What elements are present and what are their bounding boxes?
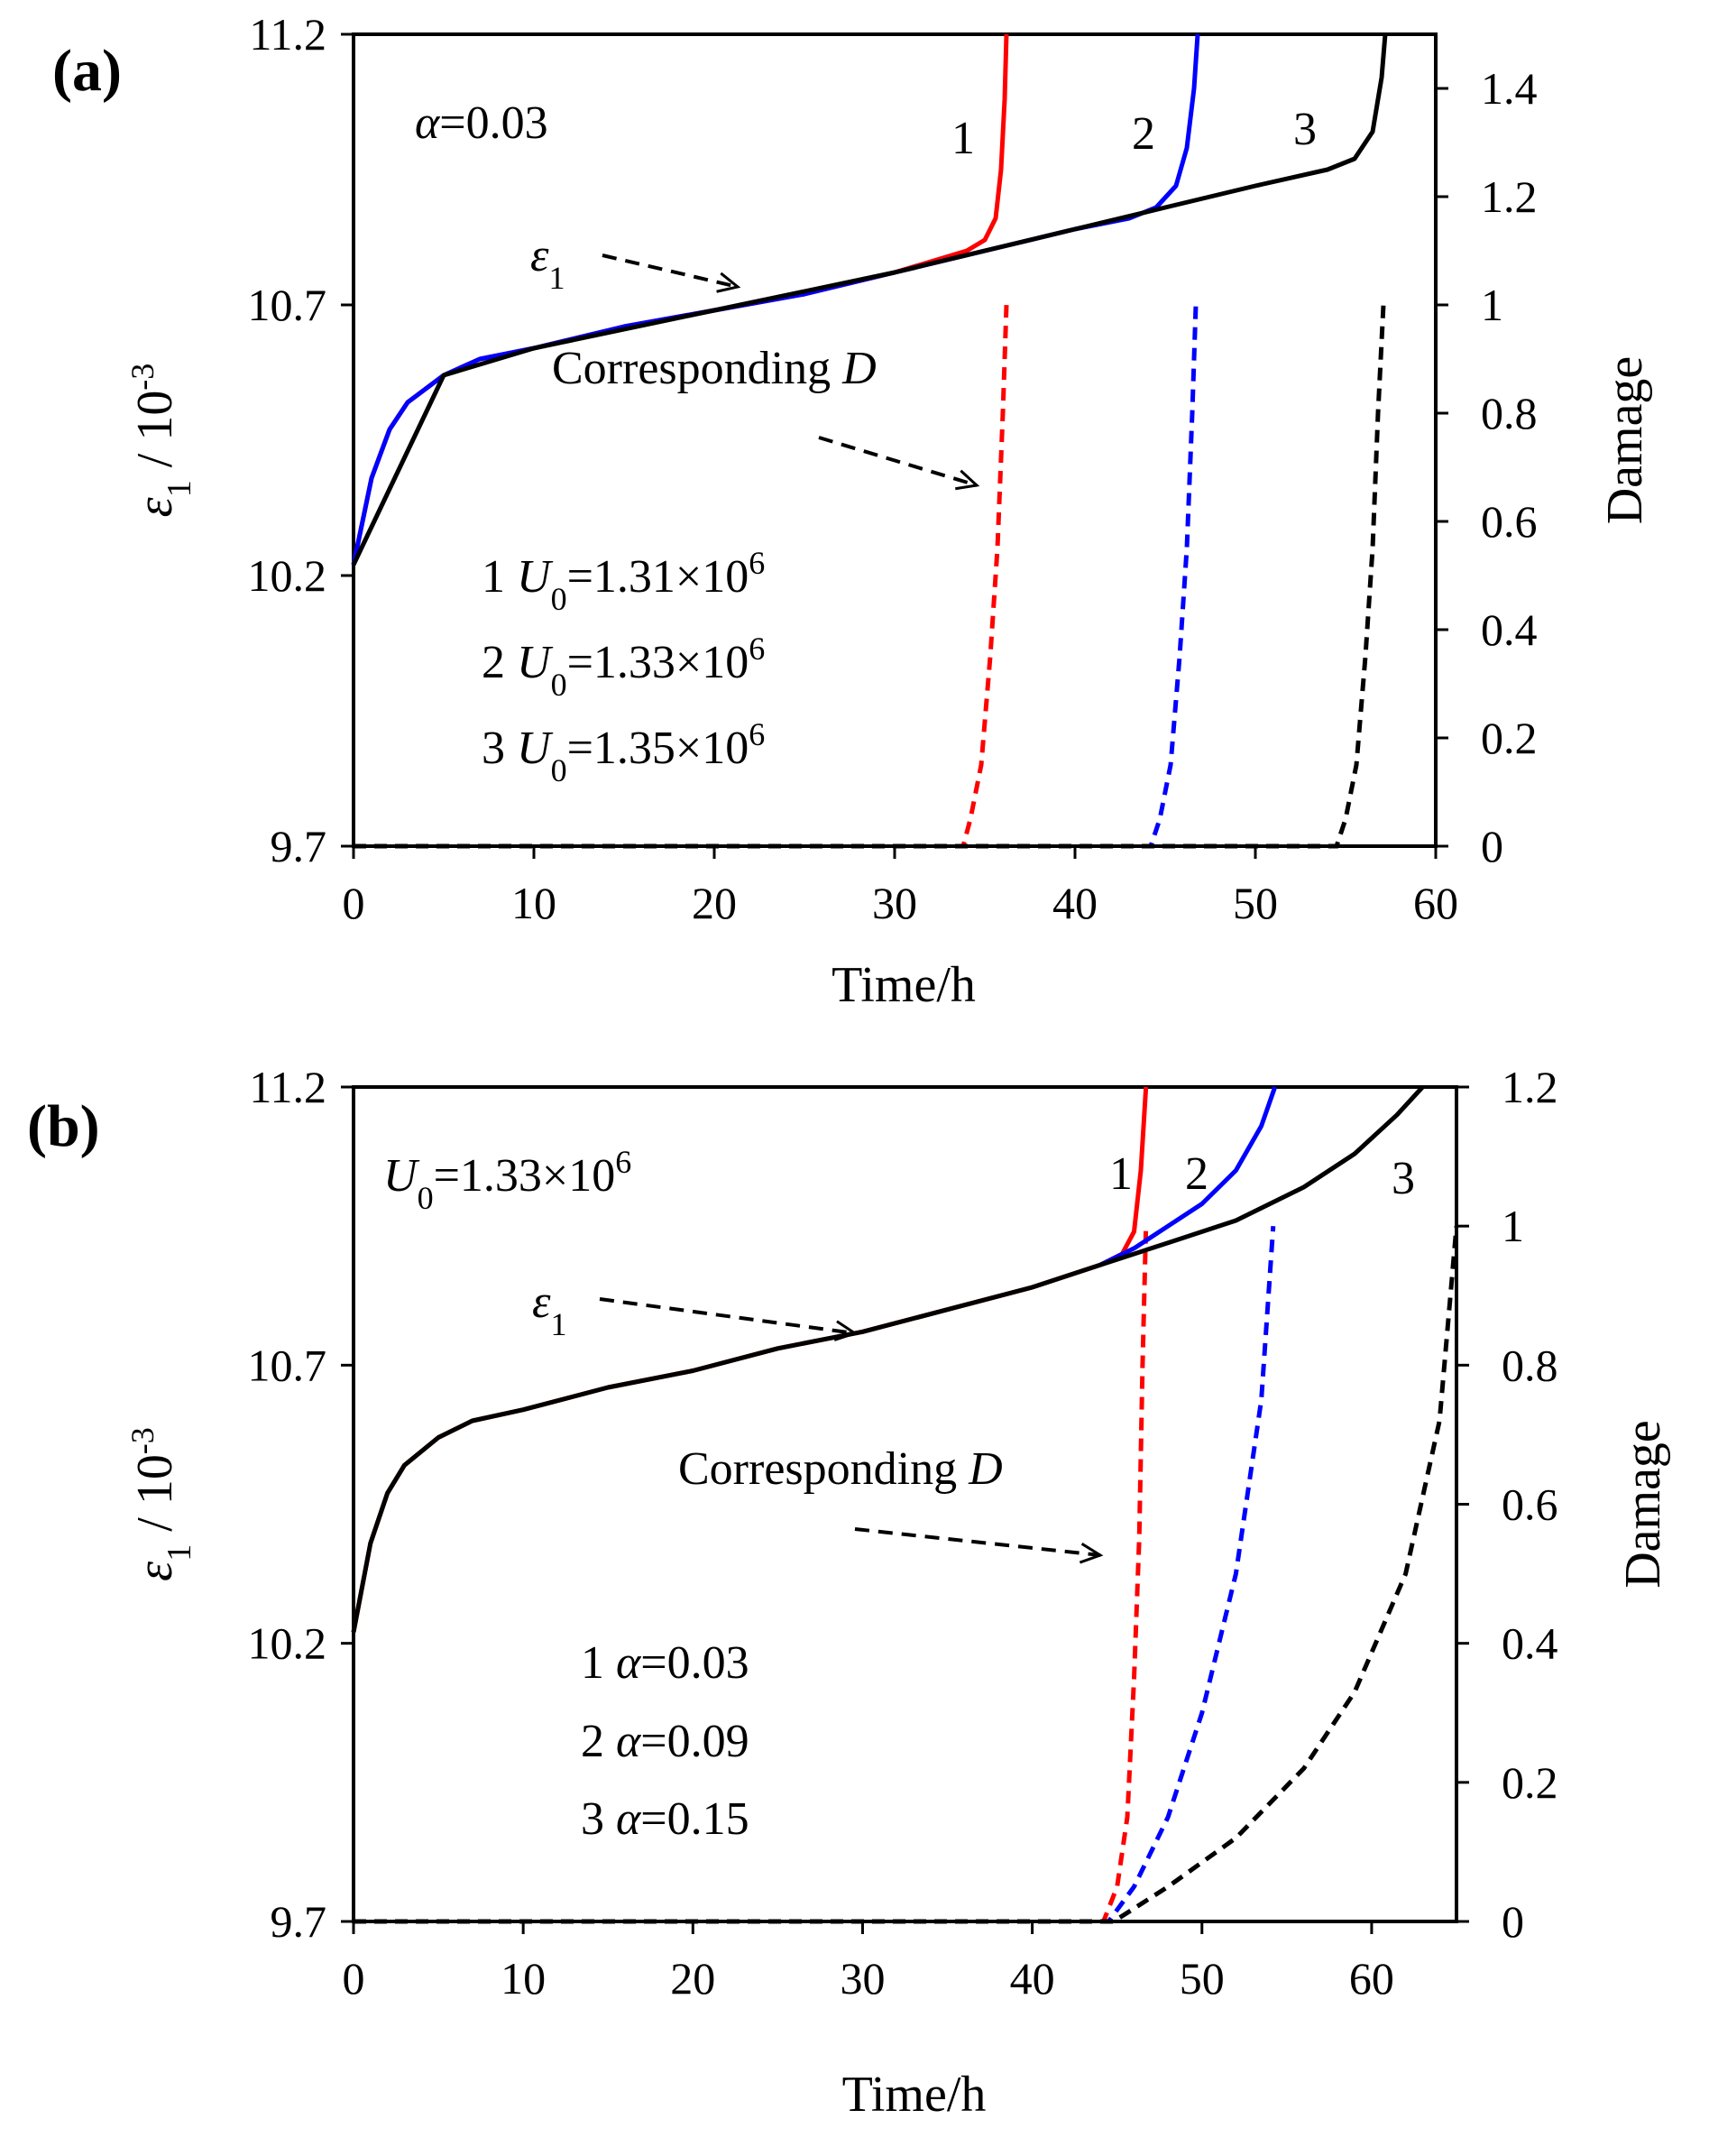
legend-entry-2: 2 α=0.09 <box>581 1716 749 1767</box>
x-tick-label: 60 <box>1413 878 1458 928</box>
x-tick-label: 40 <box>1010 1953 1055 2004</box>
damage-arrow <box>854 1527 1101 1557</box>
x-tick-label: 50 <box>1180 1953 1225 2004</box>
strain-arrow-head <box>716 272 741 293</box>
damage-series-1 <box>354 304 1009 849</box>
y-right-tick-label: 0.2 <box>1481 713 1538 763</box>
strain-arrow <box>599 1297 856 1335</box>
y-right-tick-label: 0.8 <box>1502 1340 1558 1390</box>
plot-frame <box>352 1085 1458 1923</box>
x-tick-label: 40 <box>1052 878 1098 928</box>
strain-series-2 <box>351 33 1200 566</box>
y-right-tick-label: 1 <box>1481 280 1503 330</box>
y-right-tick-label: 0.4 <box>1481 604 1538 655</box>
strain-series-3 <box>351 33 1388 567</box>
strain-curve-label: ε1 <box>530 230 565 296</box>
strain-series-3 <box>351 1085 1425 1633</box>
y-right-tick-label: 0 <box>1481 821 1503 871</box>
y-right-tick-label: 1.4 <box>1481 63 1538 114</box>
y-left-tick-label: 9.7 <box>271 821 327 871</box>
damage-series-1 <box>354 1226 1149 1924</box>
x-tick-label: 30 <box>872 878 917 928</box>
x-tick-label: 20 <box>670 1953 715 2004</box>
damage-arrow <box>818 436 978 487</box>
x-tick-label: 10 <box>501 1953 546 2004</box>
curve-number-label: 2 <box>1132 108 1155 160</box>
x-tick-label: 0 <box>343 878 365 928</box>
y-left-tick-label: 10.2 <box>248 1618 327 1669</box>
x-tick-label: 30 <box>840 1953 885 2004</box>
legend-entry-1: 1 α=0.03 <box>581 1637 749 1689</box>
y-right-tick-label: 1 <box>1502 1201 1524 1251</box>
curve-number-label: 1 <box>1109 1148 1133 1200</box>
y-left-axis-title: ε1 / 10-3 <box>124 1427 198 1581</box>
y-left-tick-label: 10.7 <box>248 280 327 330</box>
y-left-tick-label: 9.7 <box>271 1896 327 1947</box>
y-left-tick-label: 10.2 <box>248 550 327 601</box>
legend-entry-1: 1 U0=1.31×106 <box>482 545 765 617</box>
x-tick-label: 60 <box>1349 1953 1394 2004</box>
curve-number-label: 2 <box>1185 1148 1208 1200</box>
chart-panel-a: 0 10 20 30 40 50 609.710.210.711.200.20.40.60.… <box>52 9 1653 1013</box>
curve-number-label: 3 <box>1392 1153 1415 1204</box>
y-left-tick-label: 11.2 <box>249 9 326 60</box>
strain-arrow-head <box>833 1320 859 1341</box>
damage-curve-label: Corresponding D <box>552 343 877 394</box>
chart-panel-b: 0 10 20 30 40 50 609.710.210.711.200.20.40.60.… <box>27 1062 1671 2123</box>
damage-arrow-head <box>1079 1543 1104 1564</box>
x-tick-label: 50 <box>1233 878 1278 928</box>
x-tick-label: 20 <box>692 878 737 928</box>
damage-arrow-head <box>955 469 980 491</box>
y-right-tick-label: 0.6 <box>1502 1479 1558 1530</box>
y-right-axis-title: Damage <box>1597 356 1653 525</box>
curve-number-label: 1 <box>951 113 975 164</box>
y-right-tick-label: 0 <box>1502 1896 1524 1947</box>
panel-label: (b) <box>27 1093 100 1159</box>
y-right-tick-label: 1.2 <box>1481 171 1538 222</box>
y-right-tick-label: 0.8 <box>1481 388 1538 438</box>
x-tick-label: 10 <box>511 878 556 928</box>
x-axis-title: Time/h <box>842 2067 987 2123</box>
damage-series-2 <box>354 1226 1276 1924</box>
parameter-label: α=0.03 <box>415 97 548 149</box>
legend-entry-3: 3 U0=1.35×106 <box>482 716 765 788</box>
parameter-label: U0=1.33×106 <box>383 1144 631 1216</box>
damage-series-3 <box>354 304 1386 849</box>
damage-curve-label: Corresponding D <box>678 1443 1003 1495</box>
y-left-axis-title: ε1 / 10-3 <box>124 364 198 518</box>
x-axis-title: Time/h <box>832 957 976 1013</box>
y-right-tick-label: 0.6 <box>1481 496 1538 547</box>
y-left-tick-label: 11.2 <box>249 1062 326 1112</box>
panel-label: (a) <box>52 38 122 104</box>
y-left-tick-label: 10.7 <box>248 1340 327 1390</box>
damage-series-3 <box>354 1225 1459 1924</box>
damage-series-2 <box>354 304 1199 849</box>
curve-number-label: 3 <box>1293 104 1317 155</box>
legend-entry-2: 2 U0=1.33×106 <box>482 631 765 703</box>
legend-entry-3: 3 α=0.15 <box>581 1793 749 1845</box>
strain-curve-label: ε1 <box>532 1276 567 1342</box>
y-right-tick-label: 0.2 <box>1502 1757 1558 1808</box>
y-right-axis-title: Damage <box>1615 1420 1671 1589</box>
strain-series-2 <box>1098 1086 1278 1267</box>
y-right-tick-label: 1.2 <box>1502 1062 1558 1112</box>
x-tick-label: 0 <box>343 1953 365 2004</box>
strain-arrow <box>602 253 739 289</box>
y-right-tick-label: 0.4 <box>1502 1618 1558 1669</box>
